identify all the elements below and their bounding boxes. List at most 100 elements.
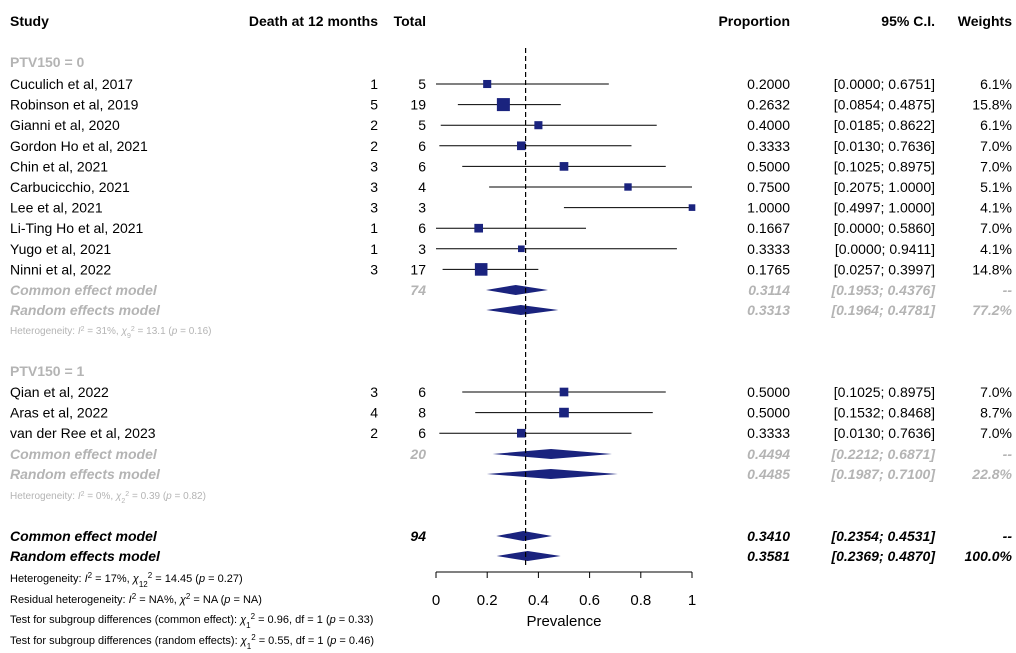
study-weight: 7.0%	[980, 220, 1012, 236]
study-proportion: 0.7500	[747, 179, 790, 195]
overall-common-weight: --	[1003, 528, 1013, 544]
subgroup-test-common: Test for subgroup differences (common ef…	[10, 612, 373, 630]
point-estimate-square	[474, 263, 488, 276]
study-events: 3	[370, 200, 378, 216]
group-0-common-proportion: 0.3114	[748, 282, 790, 298]
point-estimate-square	[516, 141, 526, 151]
group-1-common-label: Common effect model	[10, 446, 158, 462]
study-events: 5	[370, 97, 378, 113]
group-1-common-total: 20	[409, 446, 426, 462]
study-ci: [0.2075; 1.0000]	[834, 179, 935, 195]
study-name: van der Ree et al, 2023	[10, 425, 156, 441]
study-proportion: 0.2632	[747, 97, 790, 113]
study-events: 3	[370, 158, 378, 174]
group-1-random-proportion: 0.4485	[747, 466, 790, 482]
study-ci: [0.0185; 0.8622]	[834, 117, 935, 133]
study-weight: 15.8%	[972, 97, 1012, 113]
group-1-common-diamond	[492, 449, 612, 459]
study-events: 2	[370, 117, 378, 133]
study-ci: [0.1025; 0.8975]	[834, 384, 935, 400]
study-weight: 5.1%	[980, 179, 1012, 195]
header-row: Study Death at 12 months Total Proportio…	[10, 13, 1012, 29]
study-proportion: 0.3333	[747, 425, 790, 441]
x-axis-tick-label: 0.8	[630, 592, 651, 609]
study-weight: 7.0%	[980, 384, 1012, 400]
study-proportion: 0.1667	[747, 220, 790, 236]
overall-random-ci: [0.2369; 0.4870]	[830, 548, 936, 564]
subgroup-test-random: Test for subgroup differences (random ef…	[10, 633, 374, 651]
study-ci: [0.1025; 0.8975]	[834, 158, 935, 174]
group-0-common-diamond	[485, 285, 549, 295]
study-proportion: 0.2000	[747, 76, 790, 92]
study-ci: [0.0130; 0.7636]	[834, 138, 935, 154]
overall-random-weight: 100.0%	[965, 548, 1013, 564]
study-events: 3	[370, 384, 378, 400]
x-axis-title: Prevalence	[526, 613, 601, 630]
group-1-common-weight: --	[1003, 446, 1013, 462]
overall-heterogeneity: Heterogeneity: I2 = 17%, χ122 = 14.45 (p…	[10, 571, 243, 589]
study-total: 6	[418, 384, 426, 400]
overall-random-proportion: 0.3581	[747, 548, 790, 564]
rows-layer: PTV150 = 0 Cuculich et al, 2017 1 5 0.2000 [0…	[10, 54, 1013, 651]
group-1-heterogeneity: Heterogeneity: I2 = 0%, χ22 = 0.39 (p = …	[10, 491, 206, 505]
study-name: Robinson et al, 2019	[10, 97, 139, 113]
plot-layer: 0 0.2 0.4 0.6 0.8 1 Prevalence	[432, 48, 696, 630]
study-events: 1	[370, 220, 378, 236]
study-total: 6	[418, 220, 426, 236]
study-total: 4	[418, 179, 426, 195]
study-total: 6	[418, 158, 426, 174]
study-total: 5	[418, 76, 426, 92]
study-weight: 4.1%	[980, 200, 1012, 216]
overall-common-label: Common effect model	[10, 528, 158, 544]
study-name: Lee et al, 2021	[10, 200, 103, 216]
study-weight: 14.8%	[972, 261, 1012, 277]
point-estimate-square	[518, 245, 525, 253]
point-estimate-square	[516, 428, 526, 438]
study-ci: [0.0000; 0.9411]	[835, 241, 935, 257]
header-total: Total	[394, 13, 426, 29]
point-estimate-square	[624, 183, 632, 191]
study-events: 2	[370, 425, 378, 441]
study-name: Ninni et al, 2022	[10, 261, 111, 277]
group-1-random-weight: 22.8%	[971, 466, 1012, 482]
point-estimate-square	[483, 79, 492, 89]
study-total: 6	[418, 138, 426, 154]
study-name: Chin et al, 2021	[10, 158, 108, 174]
study-ci: [0.4997; 1.0000]	[834, 200, 935, 216]
x-axis-tick-label: 1	[688, 592, 696, 609]
study-events: 3	[370, 261, 378, 277]
overall-common-ci: [0.2354; 0.4531]	[830, 528, 936, 544]
study-events: 1	[370, 76, 378, 92]
group-0-random-label: Random effects model	[10, 302, 161, 318]
header-study: Study	[10, 13, 49, 29]
point-estimate-square	[534, 121, 543, 130]
point-estimate-square	[688, 204, 696, 211]
study-proportion: 0.5000	[747, 384, 790, 400]
x-axis-tick-label: 0	[432, 592, 440, 609]
x-axis-tick-label: 0.2	[477, 592, 498, 609]
point-estimate-square	[559, 387, 569, 397]
x-axis-tick-label: 0.6	[579, 592, 600, 609]
group-0-random-diamond	[486, 305, 559, 315]
study-name: Gordon Ho et al, 2021	[10, 138, 148, 154]
study-weight: 6.1%	[980, 117, 1012, 133]
group-1-random-ci: [0.1987; 0.7100]	[830, 466, 936, 482]
study-ci: [0.0854; 0.4875]	[834, 97, 935, 113]
study-proportion: 0.1765	[747, 261, 790, 277]
study-name: Carbucicchio, 2021	[10, 179, 130, 195]
header-proportion: Proportion	[718, 13, 790, 29]
study-name: Li-Ting Ho et al, 2021	[10, 220, 144, 236]
study-events: 4	[370, 405, 378, 421]
group-0-common-ci: [0.1953; 0.4376]	[830, 282, 936, 298]
overall-common-diamond	[496, 531, 552, 541]
study-name: Gianni et al, 2020	[10, 117, 120, 133]
study-proportion: 1.0000	[747, 200, 790, 216]
study-name: Yugo et al, 2021	[10, 241, 111, 257]
study-weight: 7.0%	[980, 425, 1012, 441]
group-0-heterogeneity: Heterogeneity: I2 = 31%, χ92 = 13.1 (p =…	[10, 326, 212, 340]
group-1-common-ci: [0.2212; 0.6871]	[830, 446, 936, 462]
study-name: Cuculich et al, 2017	[10, 76, 133, 92]
study-ci: [0.0000; 0.5860]	[834, 220, 935, 236]
group-0-random-proportion: 0.3313	[747, 302, 790, 318]
